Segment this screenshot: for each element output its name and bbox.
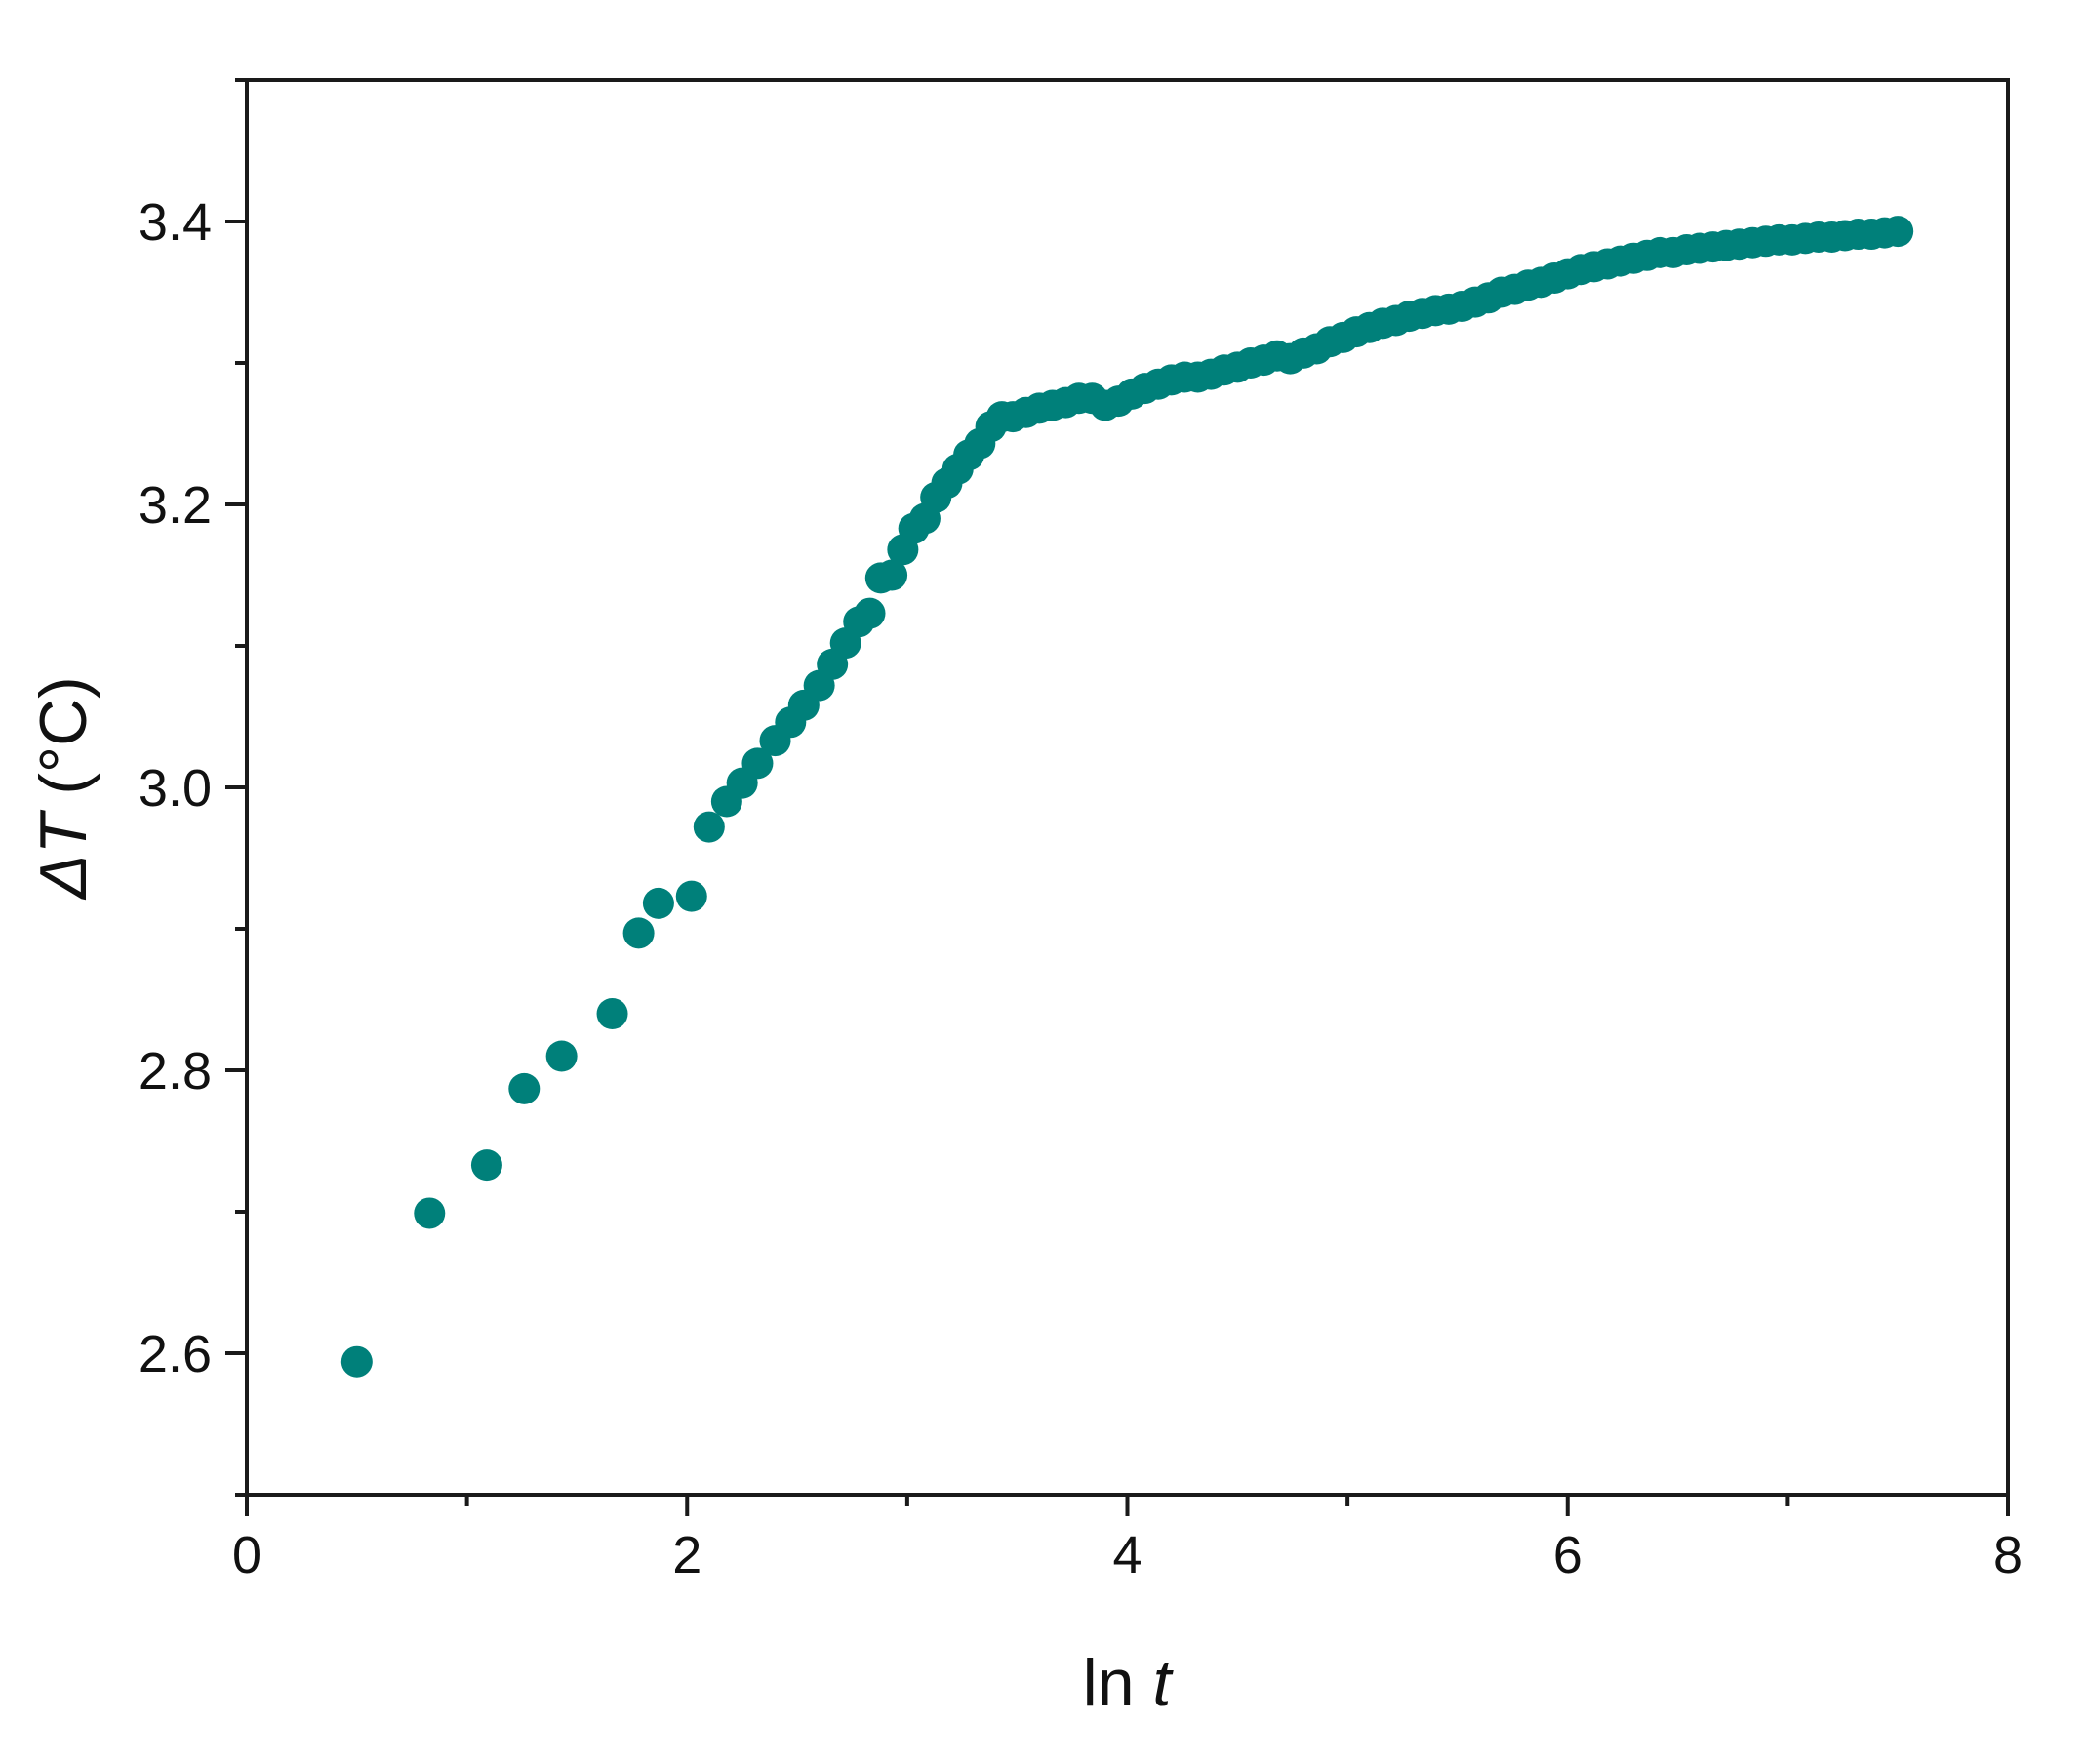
data-point [470, 1149, 502, 1182]
data-point [675, 880, 707, 912]
y-tick-label: 3.4 [139, 193, 212, 252]
axes-frame [245, 78, 2010, 1497]
data-point [693, 811, 725, 843]
data-point [340, 1345, 373, 1378]
x-tick-label: 8 [1993, 1526, 2023, 1584]
data-point [876, 559, 908, 591]
data-point [414, 1197, 446, 1229]
y-tick-label: 3.0 [139, 759, 212, 818]
x-tick-label: 4 [1112, 1526, 1142, 1584]
data-point [545, 1040, 578, 1072]
y-tick-label: 2.6 [139, 1325, 212, 1383]
data-point [642, 887, 674, 919]
points-layer [340, 216, 1914, 1378]
y-tick-label: 2.8 [139, 1042, 212, 1101]
x-axis-label: ln t [1083, 1646, 1175, 1720]
y-axis-label: ΔT (°C) [26, 676, 100, 901]
y-axis-label-unit: (°C) [26, 676, 100, 813]
y-axis-label-symbol: ΔT [26, 809, 100, 901]
x-tick-label: 6 [1553, 1526, 1582, 1584]
data-point [741, 747, 774, 780]
data-point [1882, 216, 1914, 248]
y-tick-label: 3.2 [139, 476, 212, 535]
x-tick-label: 2 [672, 1526, 701, 1584]
x-axis-label-main: ln [1083, 1646, 1153, 1720]
data-point [508, 1072, 541, 1104]
x-tick-label: 0 [232, 1526, 261, 1584]
tick-labels-layer: 0 2 4 6 8 2.6 2.8 3.0 3.2 3.4 [139, 193, 2023, 1584]
data-point [596, 998, 628, 1029]
x-axis-label-variable: t [1152, 1646, 1174, 1720]
data-point [622, 917, 655, 949]
data-point [854, 597, 886, 629]
ticks-layer [225, 78, 2010, 1516]
